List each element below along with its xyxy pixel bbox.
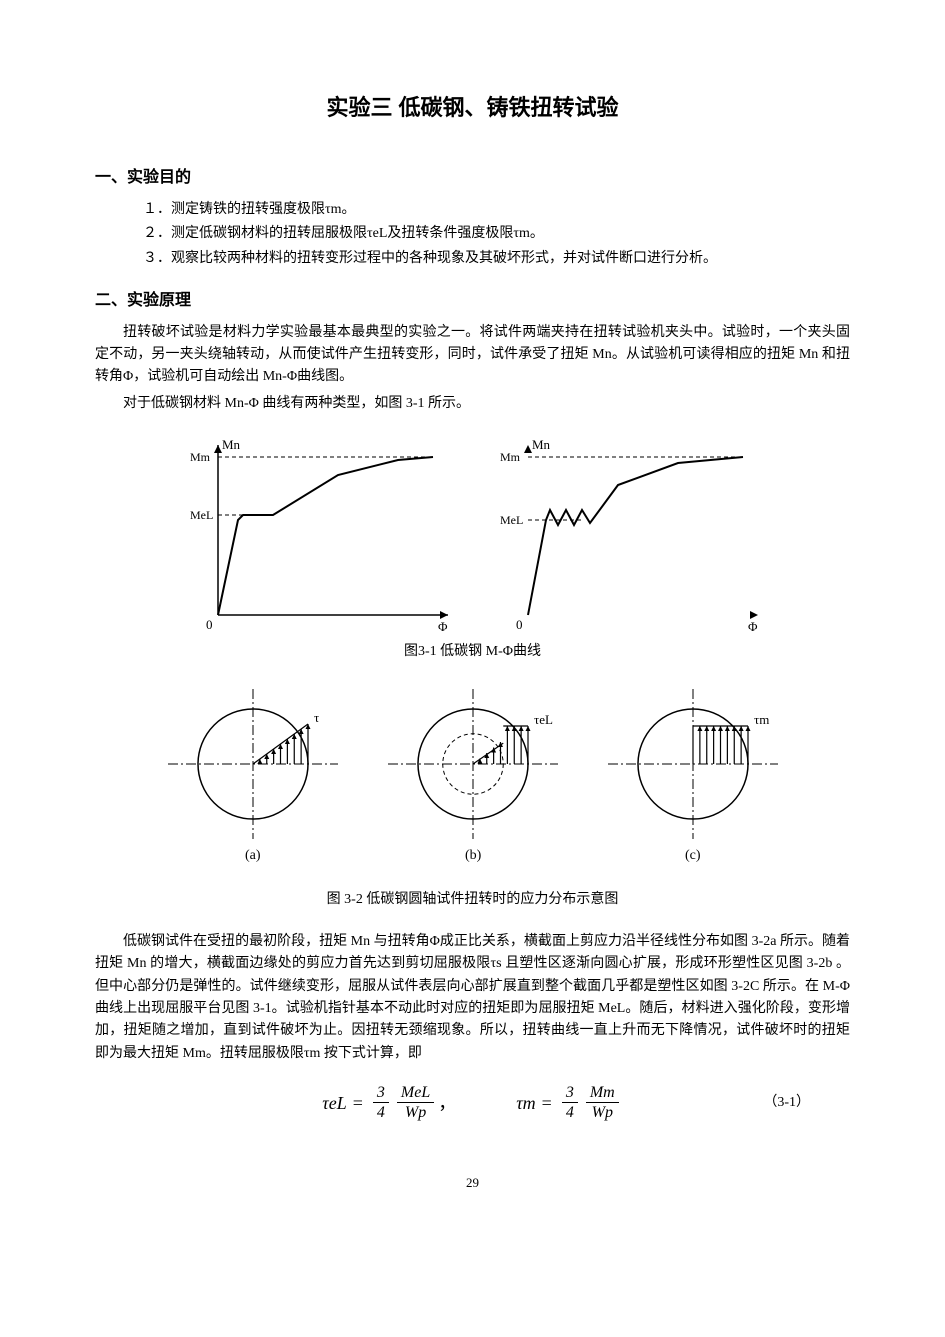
figure-3-1-caption: 图3-1 低碳钢 M-Φ曲线 xyxy=(95,641,850,663)
section-2-heading: 二、实验原理 xyxy=(95,288,850,314)
objective-1: １．测定铸铁的扭转强度极限τm。 xyxy=(143,199,850,221)
eq-frac-den2: Wp xyxy=(588,1103,617,1122)
objectives-list: １．测定铸铁的扭转强度极限τm。 ２．测定低碳钢材料的扭转屈服极限τeL及扭转条… xyxy=(143,199,850,270)
svg-text:Φ: Φ xyxy=(438,619,448,634)
svg-text:Mn: Mn xyxy=(532,437,551,452)
chart-2-svg: Mn Φ 0 Mm MeL xyxy=(488,425,768,635)
principle-paragraph-1: 扭转破坏试验是材料力学实验最基本最典型的实验之一。将试件两端夹持在扭转试验机夹头… xyxy=(95,322,850,389)
svg-text:(a): (a) xyxy=(245,848,261,863)
principle-paragraph-3: 低碳钢试件在受扭的最初阶段，扭矩 Mn 与扭转角Φ成正比关系，横截面上剪应力沿半… xyxy=(95,931,850,1065)
stress-diagram-b: τeL (b) xyxy=(388,684,558,864)
svg-text:0: 0 xyxy=(206,617,213,632)
eq-frac-den: Wp xyxy=(401,1103,430,1122)
svg-text:Mm: Mm xyxy=(190,450,211,464)
figure-3-2-caption: 图 3-2 低碳钢圆轴试件扭转时的应力分布示意图 xyxy=(95,889,850,911)
svg-text:Mn: Mn xyxy=(222,437,241,452)
svg-text:(b): (b) xyxy=(465,848,482,863)
chart-1-svg: Mn Φ 0 Mm MeL xyxy=(178,425,458,635)
page-number: 29 xyxy=(95,1173,850,1194)
svg-text:0: 0 xyxy=(516,617,523,632)
eq-coef-den: 4 xyxy=(373,1103,389,1122)
svg-text:MeL: MeL xyxy=(500,513,523,527)
eq-lhs1: τeL xyxy=(322,1089,346,1118)
svg-text:(c): (c) xyxy=(685,848,701,863)
equation-number: （3-1） xyxy=(763,1092,810,1114)
svg-text:τeL: τeL xyxy=(534,712,553,727)
objective-3: ３．观察比较两种材料的扭转变形过程中的各种现象及其破坏形式，并对试件断口进行分析… xyxy=(143,248,850,270)
eq-frac-num: MeL xyxy=(397,1083,434,1103)
objective-2: ２．测定低碳钢材料的扭转屈服极限τeL及扭转条件强度极限τm。 xyxy=(143,223,850,245)
eq-frac-num2: Mm xyxy=(586,1083,619,1103)
svg-text:Φ: Φ xyxy=(748,619,758,634)
figure-3-1: Mn Φ 0 Mm MeL Mn Φ 0 Mm MeL 图3-1 低碳钢 M-Φ曲线 xyxy=(95,425,850,663)
eq-coef-num: 3 xyxy=(373,1083,389,1103)
eq-coef-num2: 3 xyxy=(562,1083,578,1103)
svg-text:τ: τ xyxy=(314,710,319,725)
figure-3-2: τ (a) τeL (b) τm (c) 图 3-2 低碳钢圆轴试件扭转时的应力分布示… xyxy=(95,684,850,911)
eq-coef-den2: 4 xyxy=(562,1103,578,1122)
section-1-heading: 一、实验目的 xyxy=(95,165,850,191)
equation-3-1: τeL = 34 MeLWp ， τm = 34 MmWp （3-1） xyxy=(95,1083,850,1122)
stress-diagram-c: τm (c) xyxy=(608,684,778,864)
svg-text:MeL: MeL xyxy=(190,508,213,522)
eq-lhs2: τm xyxy=(516,1089,535,1118)
stress-diagram-a: τ (a) xyxy=(168,684,338,864)
svg-text:τm: τm xyxy=(754,712,769,727)
principle-paragraph-2: 对于低碳钢材料 Mn-Φ 曲线有两种类型，如图 3-1 所示。 xyxy=(95,393,850,415)
svg-text:Mm: Mm xyxy=(500,450,521,464)
page-title: 实验三 低碳钢、铸铁扭转试验 xyxy=(95,90,850,125)
